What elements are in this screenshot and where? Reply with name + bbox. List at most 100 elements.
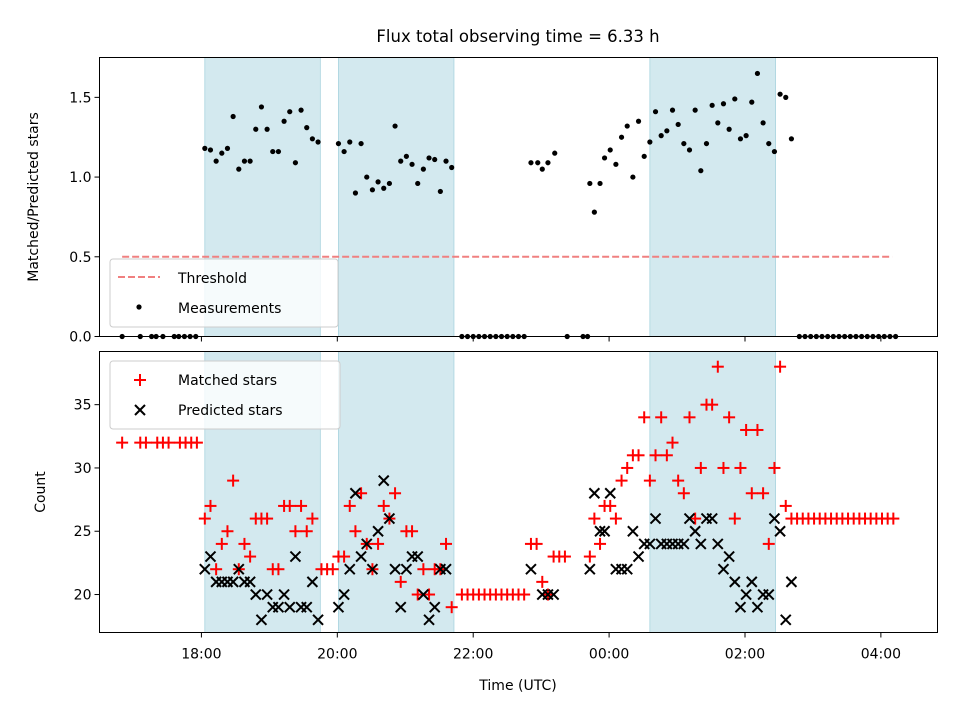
matched-star-point [238,537,251,550]
measurement-point [720,101,727,107]
measurements-legend-swatch [136,304,142,310]
measurement-point [624,123,630,129]
measurement-point [743,133,749,139]
count-y-axis-label: Count [33,471,49,513]
x-tick-label: 20:00 [317,647,357,663]
measurement-point [692,107,698,113]
predicted-star-point [780,614,792,626]
matched-star-point [440,537,453,550]
measurement-point [783,94,789,100]
predicted-star-point [632,550,645,563]
predicted-star-point [525,563,537,575]
measurement-point [315,139,321,145]
predicted-star-point [378,474,390,487]
matched-star-point [530,537,543,550]
matched-star-point [295,499,308,512]
predicted-star-point [746,576,758,588]
measurement-point [341,148,347,155]
measurement-point [420,166,426,172]
predicted-star-point [785,576,798,588]
predicted-legend-swatch [134,404,146,416]
measurement-point [437,188,443,195]
matched-star-point [594,537,607,550]
observing-window-band [338,57,455,337]
predicted-star-point [723,550,735,563]
measurement-point [236,166,242,172]
predicted-star-point [227,576,239,588]
matched-star-point [643,474,656,487]
predicted-star-point [547,588,560,601]
matched-star-point [411,588,424,601]
matched-star-point [666,436,679,449]
matched-star-point [768,461,781,474]
measurement-point [635,118,642,124]
ratio-legend-box [109,258,339,328]
y-tick-label: 0.5 [69,250,91,266]
matched-star-point [583,550,596,563]
matched-star-point [706,398,719,411]
measurement-point [381,185,387,191]
measurement-point [347,139,353,145]
ratio-panel: 0.0 0.5 1.0 1.5 Matched/Predicted stars Thr… [26,57,938,346]
measurement-point [597,180,603,187]
ratio-panel-frame [99,57,938,337]
measurement-point [304,125,310,131]
measurement-point [545,160,551,166]
predicted-star-point [204,550,217,563]
measurement-point [426,155,432,161]
y-tick-label: 1.5 [69,90,91,106]
measurement-point [241,158,248,164]
measurement-point [681,140,687,147]
matched-star-point [394,575,407,588]
count-legend: Matched stars Predicted stars [109,360,341,430]
x-tick-label: 02:00 [725,647,765,663]
measurement-point [698,168,704,174]
predicted-star-point [740,588,752,601]
predicted-star-point [584,563,596,575]
matched-star-point [740,423,753,436]
predicted-star-point [598,525,611,537]
measurement-point [264,126,270,132]
measurement-point [539,166,545,172]
matched-star-point [660,449,673,462]
y-tick-label: 30 [74,461,92,477]
matched-star-point [711,360,724,373]
matched-star-point [377,499,390,512]
matched-star-point [406,525,419,538]
measurement-point [258,104,265,110]
matched-star-point [244,550,257,563]
measurement-point [587,180,593,187]
matched-star-point [326,563,339,576]
matched-star-point [355,487,368,500]
predicted-star-point [400,563,413,575]
matched-star-point [728,512,741,525]
measurement-point [432,156,438,163]
measurement-point [298,107,304,113]
matched-star-point [615,474,628,487]
measurement-point [443,158,449,164]
matched-legend-swatch [134,374,146,386]
predicted-star-point [233,563,245,575]
measurement-point [641,153,647,159]
measurement-point [281,118,287,124]
predicted-star-point [289,550,302,563]
measurement-point [219,150,225,156]
x-tick-label: 04:00 [861,647,901,663]
measurement-point [709,102,715,108]
predicted-star-point [278,588,290,601]
matched-star-point [779,499,792,512]
measurement-point [270,148,276,155]
measurement-point [528,160,534,166]
predicted-star-point [649,512,662,525]
predicted-star-point [768,512,781,525]
matched-star-point [445,601,458,614]
matched-star-point [694,461,707,474]
measurement-point [658,133,664,139]
matched-star-point [272,563,285,576]
matched-star-point [343,499,356,512]
predicted-star-point [344,563,356,575]
matched-star-point [204,499,217,512]
measurement-point [224,145,231,151]
measurement-point [732,96,738,102]
matched-star-point [116,436,129,449]
